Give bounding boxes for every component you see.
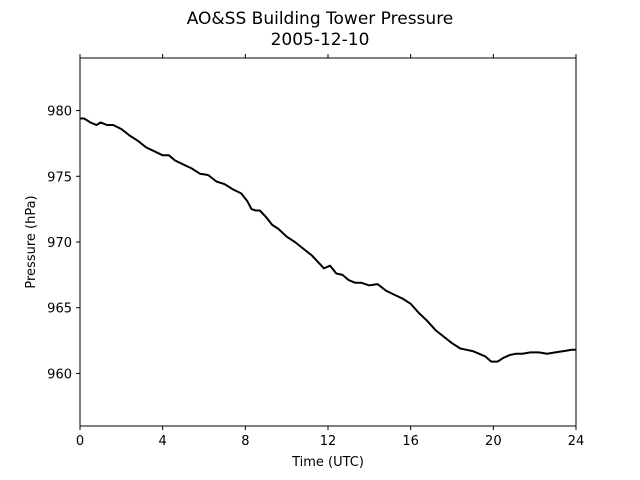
- chart-title: AO&SS Building Tower Pressure: [187, 9, 454, 29]
- plot-area: [80, 117, 576, 363]
- y-tick-label: 970: [47, 236, 72, 251]
- y-tick-label: 975: [47, 170, 72, 185]
- x-tick-label: 12: [320, 434, 337, 449]
- x-axis-label: Time (UTC): [291, 455, 364, 470]
- x-tick-label: 8: [241, 434, 249, 449]
- x-tick-label: 24: [568, 434, 585, 449]
- y-tick-label: 980: [47, 105, 72, 120]
- x-tick-label: 20: [485, 434, 502, 449]
- y-tick-label: 965: [47, 302, 72, 317]
- y-tick-label: 960: [47, 367, 72, 382]
- x-tick-label: 16: [402, 434, 419, 449]
- axis-ticks: 0 4 8 12 16 20 24 960 965 970 975 980: [47, 54, 584, 449]
- x-tick-label: 4: [159, 434, 167, 449]
- plot-frame: [79, 57, 577, 427]
- chart-subtitle: 2005-12-10: [271, 30, 370, 50]
- x-tick-label: 0: [76, 434, 84, 449]
- pressure-series-line: [80, 117, 576, 363]
- y-axis-label: Pressure (hPa): [24, 195, 39, 288]
